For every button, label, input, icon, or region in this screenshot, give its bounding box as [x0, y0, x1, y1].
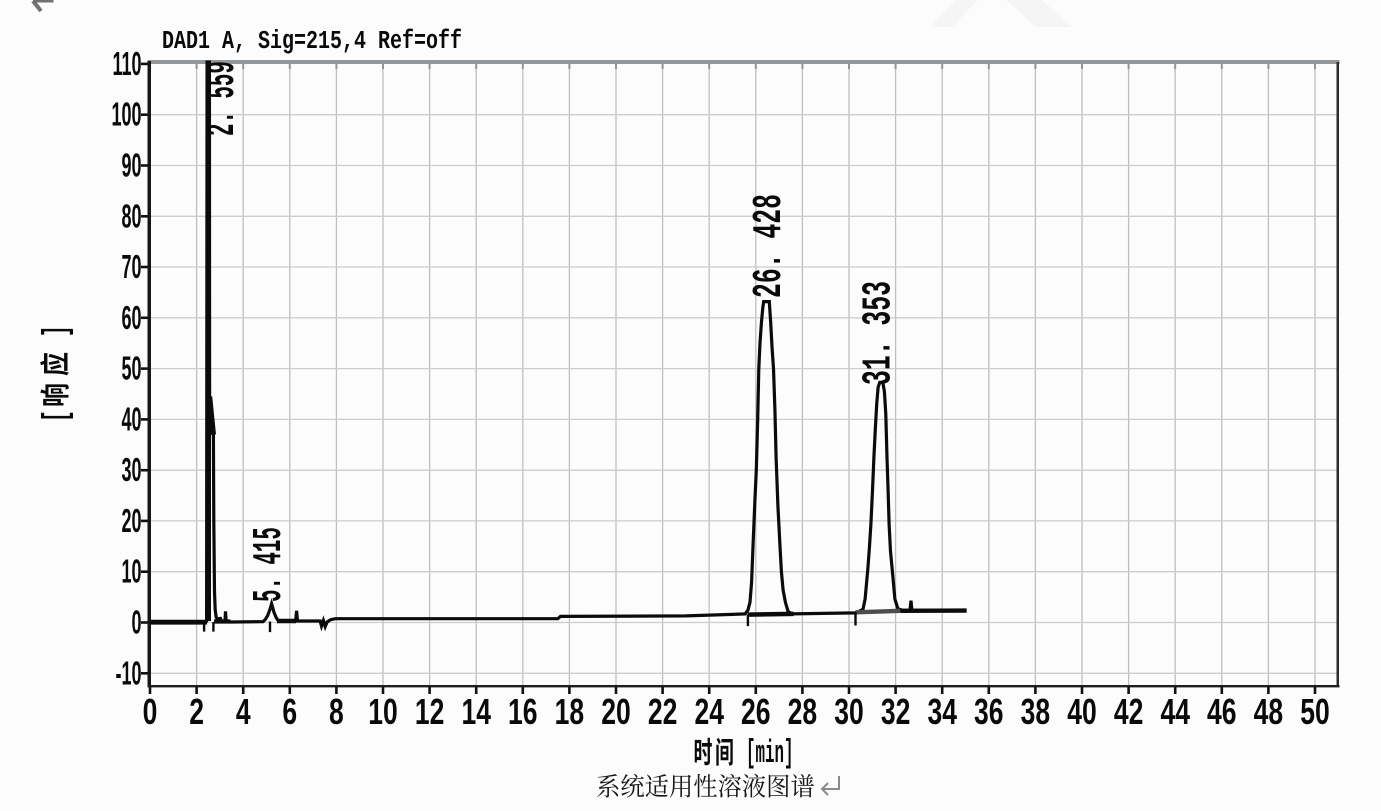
svg-text:-10: -10 — [115, 654, 141, 691]
svg-text:4: 4 — [236, 692, 251, 732]
svg-text:26. 428: 26. 428 — [747, 194, 793, 298]
svg-text:]: ] — [39, 325, 77, 337]
svg-text:20: 20 — [121, 502, 141, 539]
svg-text:48: 48 — [1254, 692, 1283, 732]
svg-text:18: 18 — [555, 692, 584, 732]
svg-text:DAD1 A, Sig=215,4 Ref=off: DAD1 A, Sig=215,4 Ref=off — [162, 27, 462, 56]
svg-text:31. 353: 31. 353 — [857, 281, 903, 385]
svg-text:14: 14 — [461, 692, 491, 732]
svg-text:34: 34 — [927, 692, 957, 732]
svg-text:70: 70 — [121, 248, 141, 285]
svg-text:40: 40 — [121, 400, 141, 437]
svg-text:46: 46 — [1207, 692, 1236, 732]
svg-text:8: 8 — [329, 692, 344, 732]
svg-text:90: 90 — [121, 147, 141, 184]
svg-text:100: 100 — [111, 96, 141, 133]
svg-text:44: 44 — [1160, 692, 1190, 732]
svg-text:60: 60 — [121, 299, 141, 336]
svg-text:40: 40 — [1067, 692, 1096, 732]
svg-text:50: 50 — [1300, 692, 1329, 732]
svg-text:10: 10 — [368, 692, 397, 732]
svg-text:20: 20 — [601, 692, 630, 732]
svg-text:50: 50 — [121, 350, 141, 387]
svg-text:80: 80 — [121, 197, 141, 234]
svg-text:110: 110 — [112, 45, 141, 82]
svg-text:32: 32 — [881, 692, 910, 732]
svg-text:30: 30 — [121, 451, 141, 488]
svg-text:30: 30 — [834, 692, 863, 732]
svg-text:24: 24 — [694, 692, 724, 732]
svg-text:0: 0 — [131, 604, 141, 641]
svg-text:[min]: [min] — [746, 735, 794, 772]
svg-text:26: 26 — [741, 692, 770, 732]
svg-text:10: 10 — [121, 553, 141, 590]
svg-text:22: 22 — [648, 692, 677, 732]
svg-text:2: 2 — [189, 692, 204, 732]
svg-text:38: 38 — [1021, 692, 1050, 732]
svg-text:6: 6 — [282, 692, 297, 732]
svg-text:42: 42 — [1114, 692, 1143, 732]
svg-text:5. 415: 5. 415 — [246, 527, 293, 602]
svg-text:12: 12 — [415, 692, 444, 732]
svg-text:0: 0 — [143, 692, 158, 732]
svg-text:[: [ — [39, 410, 77, 422]
svg-text:16: 16 — [508, 692, 537, 732]
svg-text:28: 28 — [788, 692, 817, 732]
svg-text:36: 36 — [974, 692, 1003, 732]
